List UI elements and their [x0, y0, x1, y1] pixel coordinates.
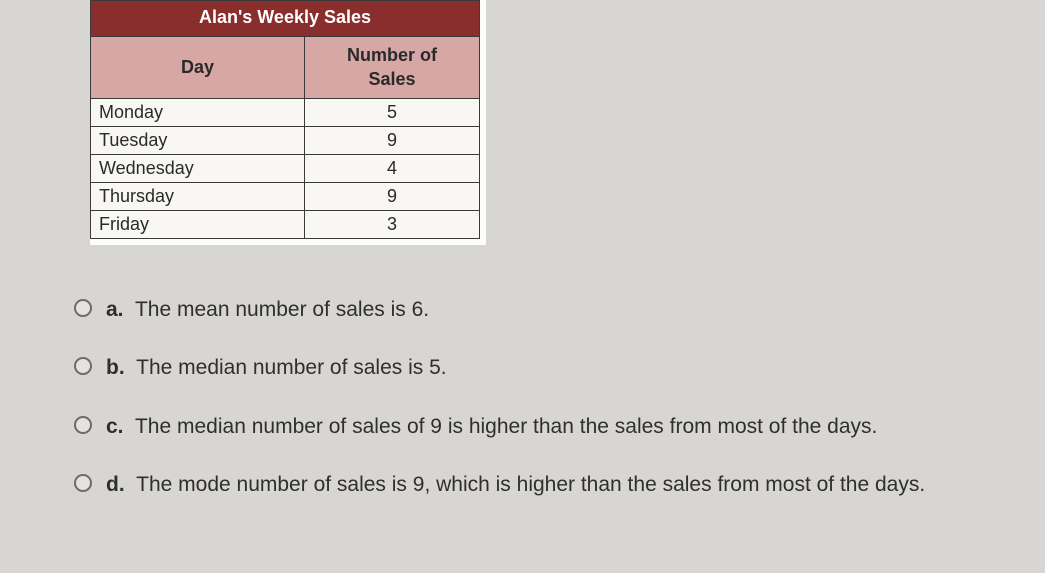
cell-value: 9: [304, 126, 479, 154]
option-label: a.: [106, 298, 124, 321]
option-body: c. The median number of sales of 9 is hi…: [106, 411, 1006, 444]
radio-icon[interactable]: [74, 357, 92, 375]
option-text: The median number of sales of 9 is highe…: [135, 415, 877, 438]
table-row: Monday 5: [91, 98, 480, 126]
option-d[interactable]: d. The mode number of sales is 9, which …: [74, 469, 1015, 502]
radio-icon[interactable]: [74, 416, 92, 434]
cell-day: Tuesday: [91, 126, 305, 154]
table-row: Wednesday 4: [91, 154, 480, 182]
cell-value: 3: [304, 210, 479, 238]
sales-table: Alan's Weekly Sales Day Number of Sales …: [90, 0, 480, 239]
option-body: d. The mode number of sales is 9, which …: [106, 469, 1006, 502]
cell-day: Wednesday: [91, 154, 305, 182]
option-label: d.: [106, 473, 125, 496]
cell-value: 5: [304, 98, 479, 126]
option-c[interactable]: c. The median number of sales of 9 is hi…: [74, 411, 1015, 444]
cell-day: Thursday: [91, 182, 305, 210]
option-b[interactable]: b. The median number of sales is 5.: [74, 352, 1015, 385]
option-text: The mode number of sales is 9, which is …: [136, 473, 925, 496]
sales-table-container: Alan's Weekly Sales Day Number of Sales …: [90, 0, 486, 245]
option-body: b. The median number of sales is 5.: [106, 352, 1006, 385]
option-label: b.: [106, 356, 125, 379]
option-label: c.: [106, 415, 124, 438]
column-header-sales-line2: Sales: [368, 69, 415, 89]
option-body: a. The mean number of sales is 6.: [106, 294, 1006, 327]
table-row: Friday 3: [91, 210, 480, 238]
option-a[interactable]: a. The mean number of sales is 6.: [74, 294, 1015, 327]
radio-icon[interactable]: [74, 474, 92, 492]
column-header-sales: Number of Sales: [304, 37, 479, 99]
cell-value: 9: [304, 182, 479, 210]
radio-icon[interactable]: [74, 299, 92, 317]
table-row: Tuesday 9: [91, 126, 480, 154]
cell-day: Friday: [91, 210, 305, 238]
answer-options: a. The mean number of sales is 6. b. The…: [74, 294, 1015, 502]
column-header-sales-line1: Number of: [347, 45, 437, 65]
option-text: The mean number of sales is 6.: [135, 298, 429, 321]
table-row: Thursday 9: [91, 182, 480, 210]
column-header-day: Day: [91, 37, 305, 99]
cell-value: 4: [304, 154, 479, 182]
option-text: The median number of sales is 5.: [136, 356, 447, 379]
cell-day: Monday: [91, 98, 305, 126]
table-title: Alan's Weekly Sales: [91, 1, 480, 37]
